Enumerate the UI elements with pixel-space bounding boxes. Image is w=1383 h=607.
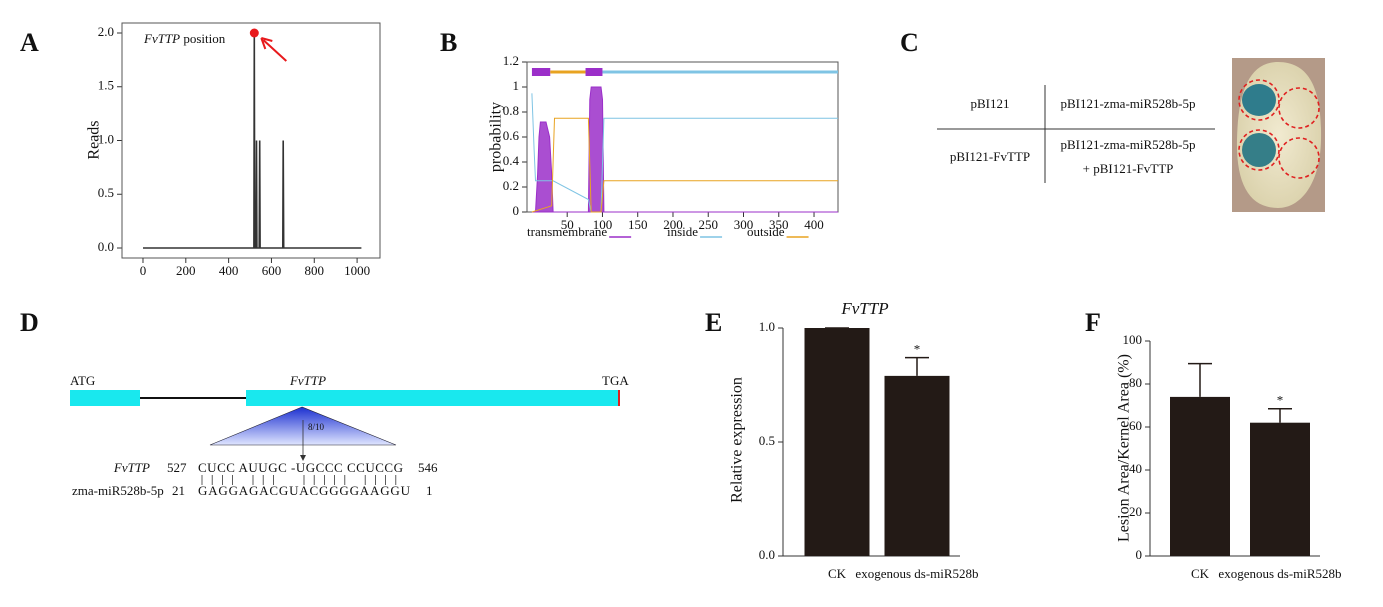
base-pairs: [201, 475, 397, 485]
annotation: FvTTP position: [143, 31, 226, 46]
x-tick-label: 300: [734, 217, 754, 232]
error-bar: [1188, 362, 1212, 397]
align-seq: CUCC AUUGC -UGCCC CCUCCG: [198, 460, 403, 475]
x-tick-label: 400: [804, 217, 824, 232]
panel-letter: F: [1085, 308, 1101, 337]
topology-segment: [585, 68, 603, 76]
table-cell: pBI121: [971, 96, 1010, 111]
bar: [884, 375, 950, 556]
error-bar: [905, 356, 929, 376]
leaf-photo: [1232, 58, 1325, 212]
line: [143, 32, 362, 249]
panel-letter: A: [20, 28, 39, 57]
y-tick-label: 1.5: [98, 78, 114, 93]
align-name: FvTTP: [113, 460, 150, 475]
y-tick-label: 0: [1136, 547, 1143, 562]
y-tick-label: 0.4: [503, 153, 520, 168]
table-cell: pBI121-zma-miR528b-5p: [1060, 96, 1195, 111]
y-tick-label: 0.0: [759, 547, 775, 562]
y-axis-label: Lesion Area/Kernel Area (%): [1116, 354, 1133, 542]
y-tick-label: 0.6: [503, 128, 520, 143]
legend-label: inside: [667, 224, 698, 239]
significance: *: [1277, 393, 1284, 408]
legend-label: transmembrane: [527, 224, 607, 239]
bar: [804, 328, 870, 556]
y-tick-label: 100: [1123, 332, 1143, 347]
x-tick-label: 350: [769, 217, 789, 232]
panel-letter: C: [900, 28, 919, 57]
x-tick-label: CK: [828, 566, 847, 581]
topology-segment: [602, 70, 838, 74]
arrow: [262, 39, 287, 62]
x-tick-label: 150: [628, 217, 648, 232]
x-tick-label: CK: [1191, 566, 1210, 581]
x-tick-label: 400: [219, 263, 239, 278]
plot-frame: [121, 22, 381, 259]
y-tick-label: 1.2: [503, 53, 519, 68]
chart-title: FvTTP: [840, 299, 888, 318]
start-codon: ATG: [70, 373, 95, 388]
table-cell: pBI121-zma-miR528b-5p: [1060, 137, 1195, 152]
legend-label: outside: [747, 224, 785, 239]
y-tick-label: 60: [1129, 418, 1142, 433]
align-name: zma-miR528b-5p: [72, 483, 164, 498]
table-cell: pBI121-FvTTP: [950, 149, 1030, 164]
y-tick-label: 0.5: [98, 185, 114, 200]
bar: [1170, 396, 1230, 556]
y-tick-label: 2.0: [98, 24, 114, 39]
y-tick-label: 0.5: [759, 433, 775, 448]
y-tick-label: 40: [1129, 461, 1142, 476]
y-tick-label: 0.2: [503, 178, 519, 193]
align-start: 527: [167, 460, 187, 475]
panel-letter: D: [20, 308, 39, 337]
y-tick-label: 20: [1129, 504, 1142, 519]
y-tick-label: 80: [1129, 375, 1142, 390]
align-end: 1: [426, 483, 433, 498]
align-end: 546: [418, 460, 438, 475]
error-bar: [1268, 407, 1292, 423]
x-tick-label: exogenous ds-miR528b: [1218, 566, 1341, 581]
bar: [1250, 422, 1310, 556]
y-tick-label: 0.0: [98, 239, 114, 254]
y-tick-label: 1.0: [98, 131, 114, 146]
x-tick-label: 0: [140, 263, 147, 278]
plot-frame: [526, 61, 839, 213]
y-axis-label: Relative expression: [729, 377, 746, 503]
y-tick-label: 0: [513, 203, 520, 218]
peak-marker: [249, 28, 259, 38]
y-axis-label: probability: [488, 102, 505, 172]
x-tick-label: 800: [305, 263, 325, 278]
cleavage-ratio: 8/10: [308, 422, 325, 432]
align-start: 21: [172, 483, 185, 498]
x-tick-label: 200: [663, 217, 683, 232]
x-tick-label: 600: [262, 263, 282, 278]
x-tick-label: 250: [698, 217, 718, 232]
y-tick-label: 1.0: [759, 319, 775, 334]
annotation-gene: FvTTP: [143, 31, 180, 46]
align-seq: GAGGAGACGUACGGGGAAGGU: [198, 483, 411, 498]
table-cell: + pBI121-FvTTP: [1083, 161, 1174, 176]
topology-segment: [531, 68, 551, 76]
gene-name: FvTTP: [289, 373, 326, 388]
line: [531, 117, 838, 213]
panel-letter: B: [440, 28, 457, 57]
y-tick-label: 0.8: [503, 103, 519, 118]
stop-codon: TGA: [602, 373, 629, 388]
x-tick-label: 50: [561, 217, 574, 232]
panel-letter: E: [705, 308, 722, 337]
x-tick-label: 100: [593, 217, 613, 232]
annotation-text: position: [183, 31, 225, 46]
y-tick-label: 1: [513, 78, 520, 93]
y-axis-label: Reads: [86, 120, 103, 159]
line: [531, 93, 838, 213]
x-tick-label: 200: [176, 263, 196, 278]
x-tick-label: 1000: [344, 263, 370, 278]
significance: *: [914, 342, 921, 357]
x-tick-label: exogenous ds-miR528b: [855, 566, 978, 581]
topology-segment: [550, 70, 586, 74]
arrow-head: [260, 37, 273, 50]
gene-model: [70, 390, 620, 461]
area: [531, 86, 838, 213]
